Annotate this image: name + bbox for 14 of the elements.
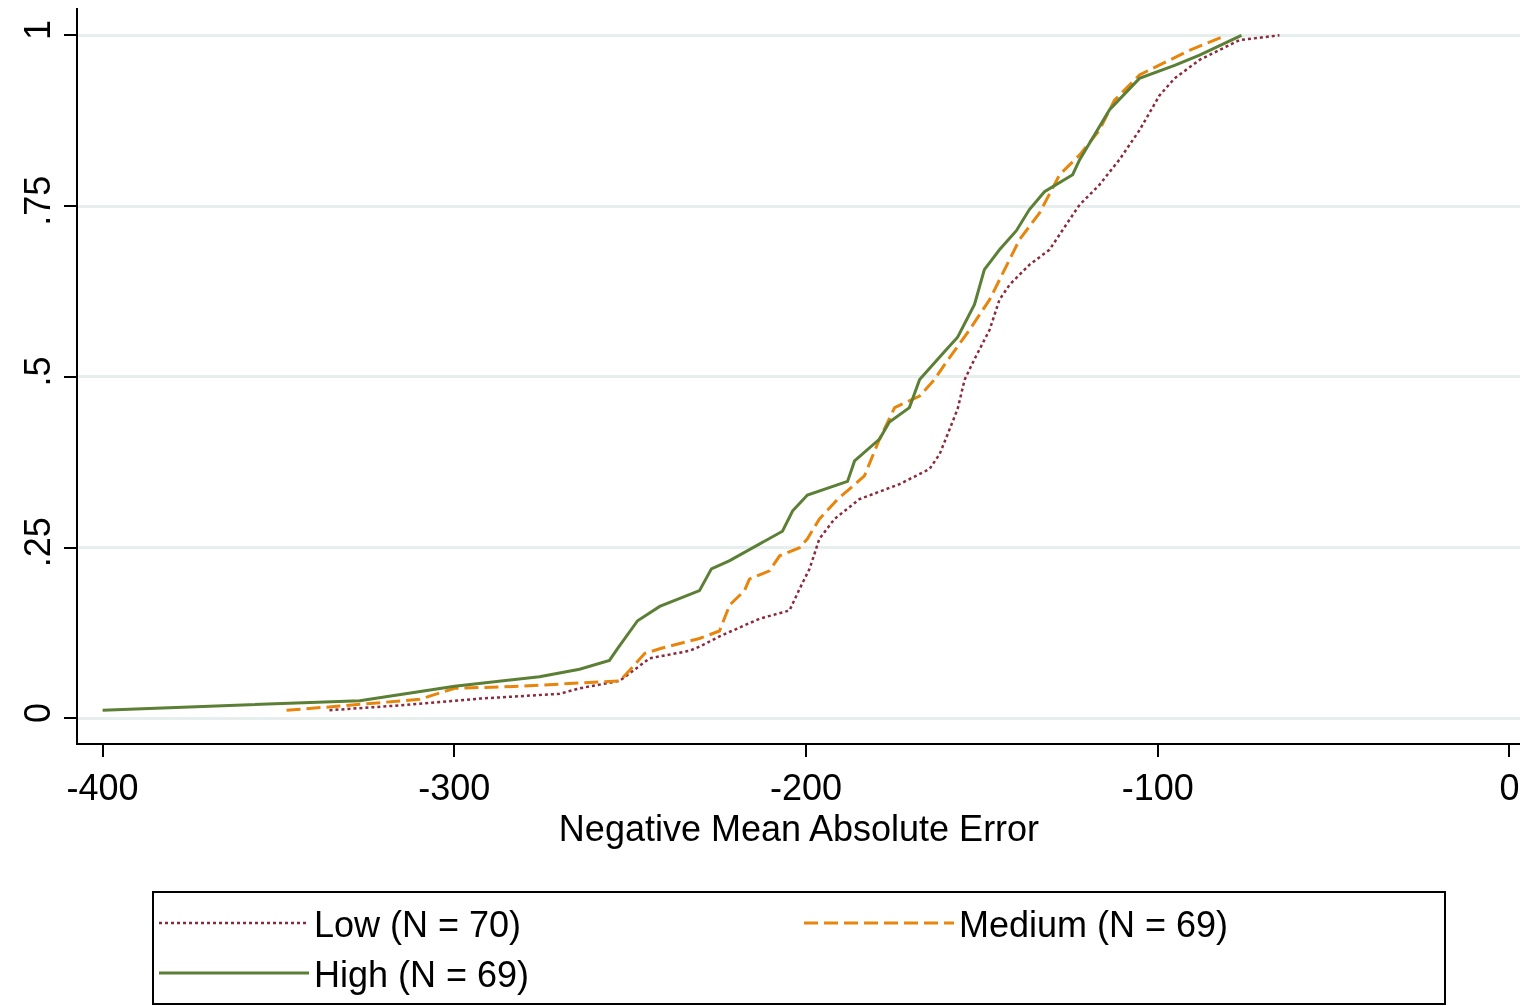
legend-label: Low (N = 70) <box>314 904 522 946</box>
x-tick-label: 0 <box>1499 767 1520 809</box>
y-tick-label: 1 <box>16 19 58 40</box>
x-axis-title: Negative Mean Absolute Error <box>558 808 1040 850</box>
x-tick-label: -200 <box>770 767 843 809</box>
legend-label: High (N = 69) <box>314 953 530 995</box>
x-tick-label: -400 <box>66 767 139 809</box>
x-tick-label: -300 <box>418 767 491 809</box>
y-tick-label: 0 <box>16 702 58 724</box>
legend-label: Medium (N = 69) <box>959 904 1229 946</box>
y-tick-label: .25 <box>16 517 58 568</box>
x-tick-label: -100 <box>1121 767 1194 809</box>
y-tick-label: .5 <box>16 356 58 387</box>
y-tick-label: .75 <box>16 175 58 226</box>
